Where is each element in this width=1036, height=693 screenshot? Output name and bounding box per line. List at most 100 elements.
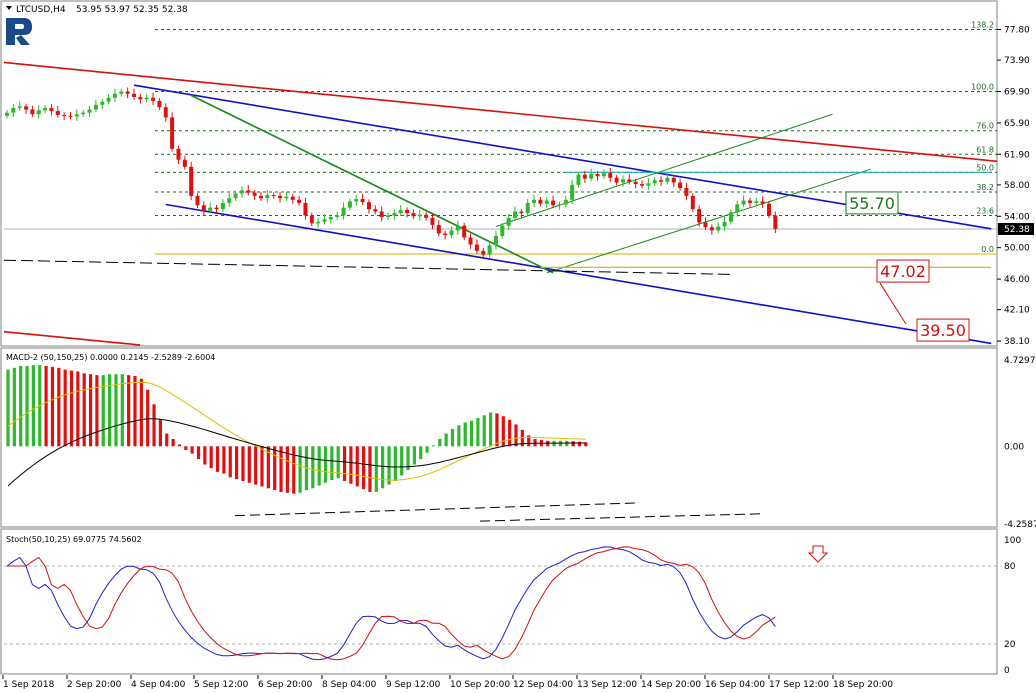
time-tick-label: 2 Sep 20:00 — [67, 680, 122, 690]
macd-bar — [279, 446, 283, 492]
candle — [284, 191, 289, 201]
candle — [195, 193, 200, 209]
macd-bar — [184, 446, 188, 450]
macd-bar — [342, 446, 347, 481]
macd-bar — [508, 419, 512, 447]
candle — [576, 171, 581, 188]
macd-bar — [387, 446, 391, 485]
stoch-main-line — [6, 546, 776, 661]
candle — [570, 179, 575, 205]
price-tick-label: 42.10 — [1004, 306, 1030, 316]
fib-level-label: 138.2 — [971, 20, 994, 29]
target-label-47-02-box — [876, 259, 930, 283]
time-tick-label: 13 Sep 12:00 — [577, 680, 637, 690]
candle — [430, 213, 435, 230]
candle — [81, 109, 86, 117]
macd-bar — [463, 422, 467, 447]
time-tick-label: 12 Sep 04:00 — [513, 680, 573, 690]
macd-bar — [533, 438, 537, 447]
red-trend-line — [3, 61, 998, 163]
macd-bar — [476, 418, 480, 447]
candle — [278, 191, 283, 203]
macd-bar — [425, 446, 429, 453]
time-tick-label: 8 Sep 04:00 — [322, 680, 377, 690]
macd-bar — [44, 366, 48, 447]
macd-bar — [368, 446, 372, 492]
candle — [373, 205, 378, 215]
candle — [335, 211, 340, 220]
macd-bar — [450, 428, 455, 447]
macd-bar — [241, 446, 245, 481]
macd-bar — [444, 433, 448, 447]
macd-bar — [6, 369, 10, 447]
candle — [582, 170, 587, 183]
macd-title: MACD-2 (50,150,25) 0.0000 0.2145 -2.5289… — [6, 353, 215, 362]
target-label-39-50: 39.50 — [920, 321, 966, 340]
macd-panel-frame — [0, 347, 998, 528]
macd-bar — [209, 446, 213, 469]
candle — [271, 192, 276, 199]
macd-bar — [577, 441, 582, 447]
candle — [614, 175, 619, 186]
candle — [652, 177, 657, 187]
candle — [633, 178, 638, 189]
candle — [36, 105, 41, 119]
candle — [259, 191, 263, 201]
candle — [703, 217, 708, 231]
macd-bar — [292, 446, 296, 494]
candle — [493, 230, 498, 250]
candle — [392, 209, 397, 220]
candle — [728, 209, 733, 225]
candle — [468, 233, 473, 249]
candle — [132, 88, 136, 100]
fib-level-label: 0.0 — [981, 245, 994, 254]
candle — [309, 212, 314, 227]
candle — [716, 222, 721, 234]
macd-bar — [527, 435, 531, 447]
candle — [176, 146, 181, 165]
macd-bar — [254, 446, 258, 485]
macd-bar — [355, 446, 359, 487]
candle — [760, 196, 765, 209]
candle — [405, 207, 410, 218]
time-tick-label: 18 Sep 20:00 — [833, 680, 893, 690]
candle — [595, 171, 600, 181]
macd-bar — [203, 446, 207, 465]
time-tick-label: 17 Sep 12:00 — [769, 680, 829, 690]
candle — [303, 197, 308, 220]
candle — [106, 93, 111, 105]
macd-bar — [400, 446, 404, 476]
price-tick-label: 38.10 — [1004, 337, 1030, 347]
candle — [239, 186, 244, 198]
candle — [481, 248, 486, 260]
fib-level-label: 100.0 — [971, 82, 994, 91]
macd-bar — [228, 446, 232, 478]
macd-bar — [584, 442, 588, 447]
macd-bar — [95, 375, 99, 447]
macd-bar — [323, 446, 328, 483]
candle — [589, 168, 594, 182]
candle — [220, 199, 225, 212]
candle — [328, 214, 333, 224]
candle — [62, 112, 67, 121]
candle — [68, 111, 73, 120]
price-tick-label: 69.90 — [1004, 87, 1030, 97]
candle — [208, 202, 213, 214]
stoch-signal-line — [7, 546, 776, 661]
target-label-55-70: 55.70 — [849, 194, 895, 213]
candle — [290, 193, 295, 205]
target-arrow-icon — [879, 282, 907, 325]
candle — [201, 201, 206, 216]
candle — [11, 104, 16, 117]
candle — [519, 208, 524, 218]
chart-menu-icon[interactable] — [6, 6, 12, 10]
current-price-label: 52.38 — [1004, 225, 1030, 235]
candle — [366, 199, 371, 214]
candle — [474, 239, 479, 254]
macd-bar — [120, 374, 124, 447]
macd-bar — [501, 416, 505, 447]
candle — [551, 195, 556, 209]
macd-bar — [215, 446, 220, 472]
candle — [214, 204, 219, 214]
